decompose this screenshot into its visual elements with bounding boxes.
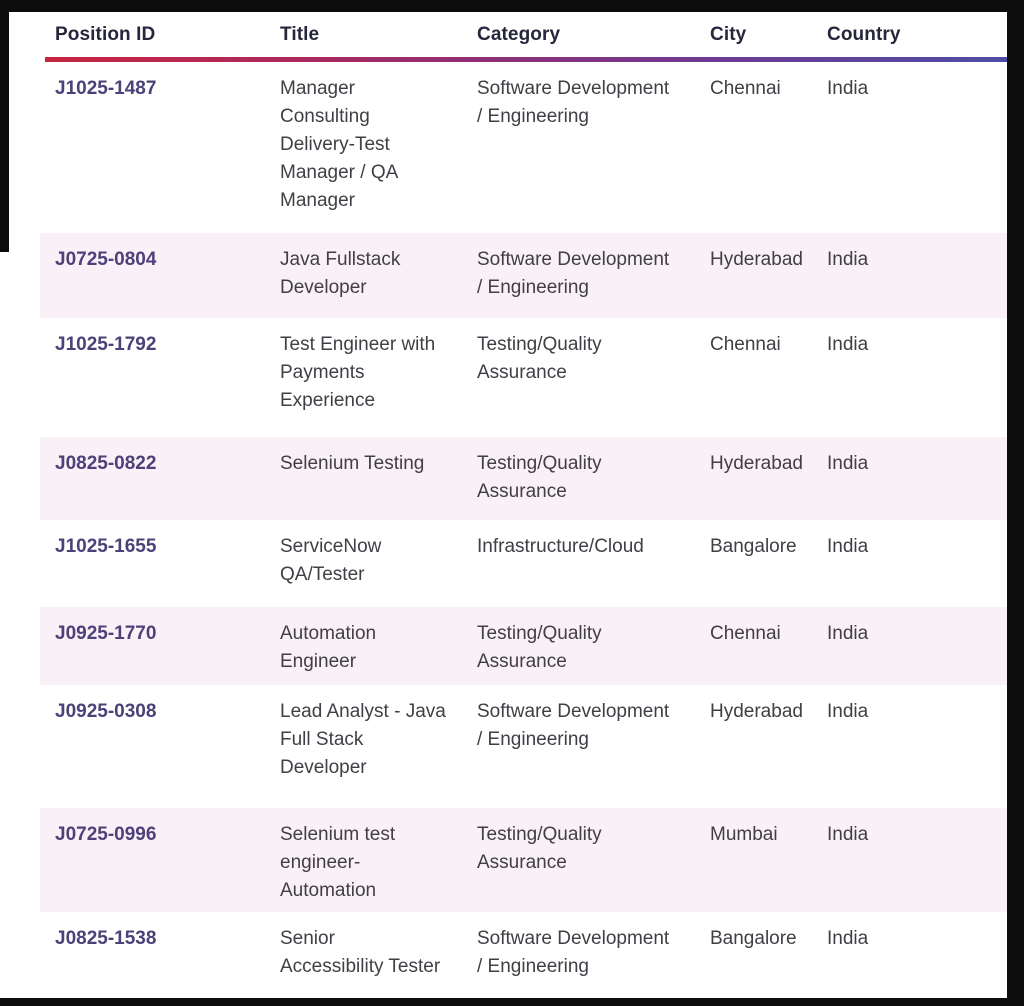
- title-cell: Java Fullstack Developer: [280, 249, 401, 298]
- position-id-link[interactable]: J0725-0804: [55, 249, 157, 270]
- category-cell: Software Development / Engineering: [477, 701, 670, 750]
- col-header-country: Country: [827, 23, 901, 45]
- jobs-table: J1025-1487 Manager Consulting Delivery-T…: [40, 62, 1007, 998]
- city-cell: Mumbai: [710, 824, 778, 845]
- country-cell: India: [827, 623, 869, 644]
- table-row: J0725-0804 Java Fullstack Developer Soft…: [40, 233, 1007, 318]
- city-cell: Chennai: [710, 78, 781, 99]
- title-cell: ServiceNow QA/Tester: [280, 536, 382, 585]
- table-row: J1025-1655 ServiceNow QA/Tester Infrastr…: [40, 520, 1007, 607]
- col-header-city: City: [710, 23, 747, 45]
- city-cell: Hyderabad: [710, 453, 803, 474]
- table-row: J0925-1770 Automation Engineer Testing/Q…: [40, 607, 1007, 685]
- table-row: J0725-0996 Selenium test engineer- Autom…: [40, 808, 1007, 912]
- title-cell: Lead Analyst - Java Full Stack Developer: [280, 701, 446, 778]
- city-cell: Hyderabad: [710, 701, 803, 722]
- position-id-cell: J1025-1792: [40, 318, 265, 437]
- city-cell: Chennai: [710, 334, 781, 355]
- country-cell: India: [827, 453, 869, 474]
- position-id-cell: J0725-0996: [40, 808, 265, 912]
- category-cell: Software Development / Engineering: [477, 928, 670, 977]
- category-cell: Testing/Quality Assurance: [477, 334, 602, 383]
- position-id-link[interactable]: J1025-1487: [55, 78, 157, 99]
- position-id-cell: J0825-0822: [40, 437, 265, 520]
- category-cell: Infrastructure/Cloud: [477, 536, 644, 557]
- category-cell: Software Development / Engineering: [477, 249, 670, 298]
- country-cell: India: [827, 701, 869, 722]
- title-cell: Selenium Testing: [280, 453, 425, 474]
- category-cell: Software Development / Engineering: [477, 78, 670, 127]
- title-cell: Selenium test engineer- Automation: [280, 824, 396, 901]
- position-id-link[interactable]: J1025-1792: [55, 334, 157, 355]
- category-cell: Testing/Quality Assurance: [477, 824, 602, 873]
- city-cell: Chennai: [710, 623, 781, 644]
- position-id-link[interactable]: J0925-1770: [55, 623, 157, 644]
- table-row: J1025-1792 Test Engineer with Payments E…: [40, 318, 1007, 437]
- position-id-cell: J0925-1770: [40, 607, 265, 685]
- right-edge-bar: [1007, 0, 1024, 1006]
- country-cell: India: [827, 536, 869, 557]
- title-cell: Test Engineer with Payments Experience: [280, 334, 436, 411]
- col-header-category: Category: [477, 23, 561, 45]
- city-cell: Hyderabad: [710, 249, 803, 270]
- position-id-cell: J0725-0804: [40, 233, 265, 318]
- col-header-position-id: Position ID: [55, 23, 156, 45]
- title-cell: Automation Engineer: [280, 623, 377, 672]
- table-row: J0825-1538 Senior Accessibility Tester S…: [40, 912, 1007, 998]
- country-cell: India: [827, 824, 869, 845]
- position-id-cell: J1025-1487: [40, 62, 265, 233]
- title-cell: Senior Accessibility Tester: [280, 928, 441, 977]
- position-id-cell: J0925-0308: [40, 685, 265, 808]
- position-id-link[interactable]: J0925-0308: [55, 701, 157, 722]
- position-id-link[interactable]: J0825-1538: [55, 928, 157, 949]
- bottom-edge-bar: [0, 998, 1024, 1006]
- table-row: J0825-0822 Selenium Testing Testing/Qual…: [40, 437, 1007, 520]
- category-cell: Testing/Quality Assurance: [477, 623, 602, 672]
- country-cell: India: [827, 928, 869, 949]
- position-id-link[interactable]: J0725-0996: [55, 824, 157, 845]
- city-cell: Bangalore: [710, 536, 797, 557]
- top-edge-bar: [0, 0, 1024, 12]
- header-row: Position ID Title Category City Country: [40, 12, 1007, 57]
- country-cell: India: [827, 78, 869, 99]
- country-cell: India: [827, 334, 869, 355]
- position-id-link[interactable]: J1025-1655: [55, 536, 157, 557]
- title-cell: Manager Consulting Delivery-Test Manager…: [280, 78, 399, 211]
- position-id-cell: J1025-1655: [40, 520, 265, 607]
- category-cell: Testing/Quality Assurance: [477, 453, 602, 502]
- col-header-title: Title: [280, 23, 320, 45]
- position-id-cell: J0825-1538: [40, 912, 265, 998]
- position-id-link[interactable]: J0825-0822: [55, 453, 157, 474]
- left-edge-bar: [0, 0, 9, 252]
- city-cell: Bangalore: [710, 928, 797, 949]
- header-accent-line: [45, 57, 1024, 62]
- table-row: J0925-0308 Lead Analyst - Java Full Stac…: [40, 685, 1007, 808]
- table-row: J1025-1487 Manager Consulting Delivery-T…: [40, 62, 1007, 233]
- country-cell: India: [827, 249, 869, 270]
